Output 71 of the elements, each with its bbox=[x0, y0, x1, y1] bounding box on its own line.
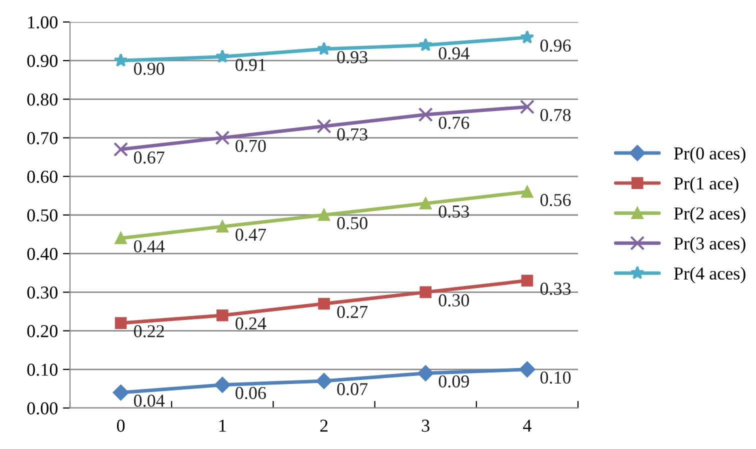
data-label: 0.27 bbox=[337, 306, 368, 318]
point bbox=[214, 376, 230, 393]
data-label: 0.33 bbox=[540, 282, 571, 295]
y-tick-label: 0.70 bbox=[27, 132, 58, 144]
y-tick-label: 0.10 bbox=[27, 364, 58, 376]
point bbox=[114, 53, 128, 67]
point bbox=[114, 142, 128, 157]
point bbox=[520, 30, 534, 44]
y-tick-label: 0.50 bbox=[27, 209, 58, 222]
legend-label: Pr(2 aces) bbox=[674, 206, 746, 224]
x-tick-label: 2 bbox=[320, 420, 328, 432]
legend-label: Pr(3 aces) bbox=[674, 236, 746, 254]
point bbox=[420, 198, 432, 210]
data-label: 0.04 bbox=[134, 394, 165, 407]
point bbox=[114, 317, 127, 329]
data-label: 0.30 bbox=[438, 294, 470, 307]
data-label: 0.06 bbox=[236, 386, 266, 400]
x-tick-label: 0 bbox=[116, 420, 125, 432]
point bbox=[216, 309, 228, 322]
data-label: 0.07 bbox=[337, 383, 368, 396]
legend-label: Pr(4 aces) bbox=[674, 266, 746, 284]
point bbox=[316, 373, 332, 389]
data-label: 0.24 bbox=[236, 317, 266, 330]
point bbox=[317, 42, 331, 56]
data-label: 0.76 bbox=[438, 116, 470, 129]
x-tick-label: 4 bbox=[523, 420, 532, 432]
point bbox=[418, 365, 434, 382]
data-label: 0.10 bbox=[540, 371, 571, 384]
data-label: 0.93 bbox=[337, 51, 368, 64]
data-label: 0.91 bbox=[236, 58, 266, 72]
y-tick-label: 0.90 bbox=[27, 54, 58, 68]
y-tick-label: 0.00 bbox=[27, 402, 58, 415]
data-label: 0.56 bbox=[540, 194, 571, 206]
x-tick-label: 3 bbox=[422, 420, 430, 432]
point bbox=[520, 100, 534, 114]
point bbox=[318, 298, 330, 310]
data-label: 0.94 bbox=[438, 47, 470, 60]
data-label: 0.78 bbox=[540, 108, 571, 122]
y-tick-label: 0.20 bbox=[27, 325, 58, 338]
data-label: 0.09 bbox=[438, 375, 469, 388]
point bbox=[318, 209, 330, 221]
y-tick-label: 1.00 bbox=[28, 16, 58, 29]
point bbox=[112, 384, 129, 400]
x-tick-label: 1 bbox=[219, 420, 226, 432]
y-tick-label: 0.60 bbox=[27, 170, 58, 183]
point bbox=[420, 286, 432, 298]
point bbox=[418, 38, 433, 52]
data-label: 0.90 bbox=[134, 62, 164, 75]
point bbox=[216, 220, 228, 232]
data-label: 0.73 bbox=[337, 128, 368, 141]
legend-label: Pr(0 aces) bbox=[674, 146, 746, 164]
data-label: 0.96 bbox=[540, 39, 571, 52]
data-label: 0.67 bbox=[134, 151, 164, 164]
point bbox=[114, 232, 127, 244]
point bbox=[521, 186, 534, 198]
point bbox=[215, 49, 230, 63]
point bbox=[316, 118, 332, 134]
data-label: 0.70 bbox=[236, 140, 266, 152]
point bbox=[418, 107, 433, 122]
data-label: 0.22 bbox=[134, 325, 164, 338]
point bbox=[215, 130, 230, 146]
point bbox=[521, 274, 534, 287]
y-tick-label: 0.30 bbox=[27, 286, 58, 299]
legend-label: Pr(1 ace) bbox=[674, 176, 738, 194]
data-label: 0.53 bbox=[438, 205, 469, 218]
point bbox=[519, 361, 536, 378]
y-tick-label: 0.40 bbox=[27, 248, 58, 260]
data-label: 0.50 bbox=[337, 217, 368, 230]
data-label: 0.44 bbox=[134, 240, 165, 252]
data-label: 0.47 bbox=[236, 228, 266, 241]
y-tick-label: 0.80 bbox=[27, 93, 58, 106]
